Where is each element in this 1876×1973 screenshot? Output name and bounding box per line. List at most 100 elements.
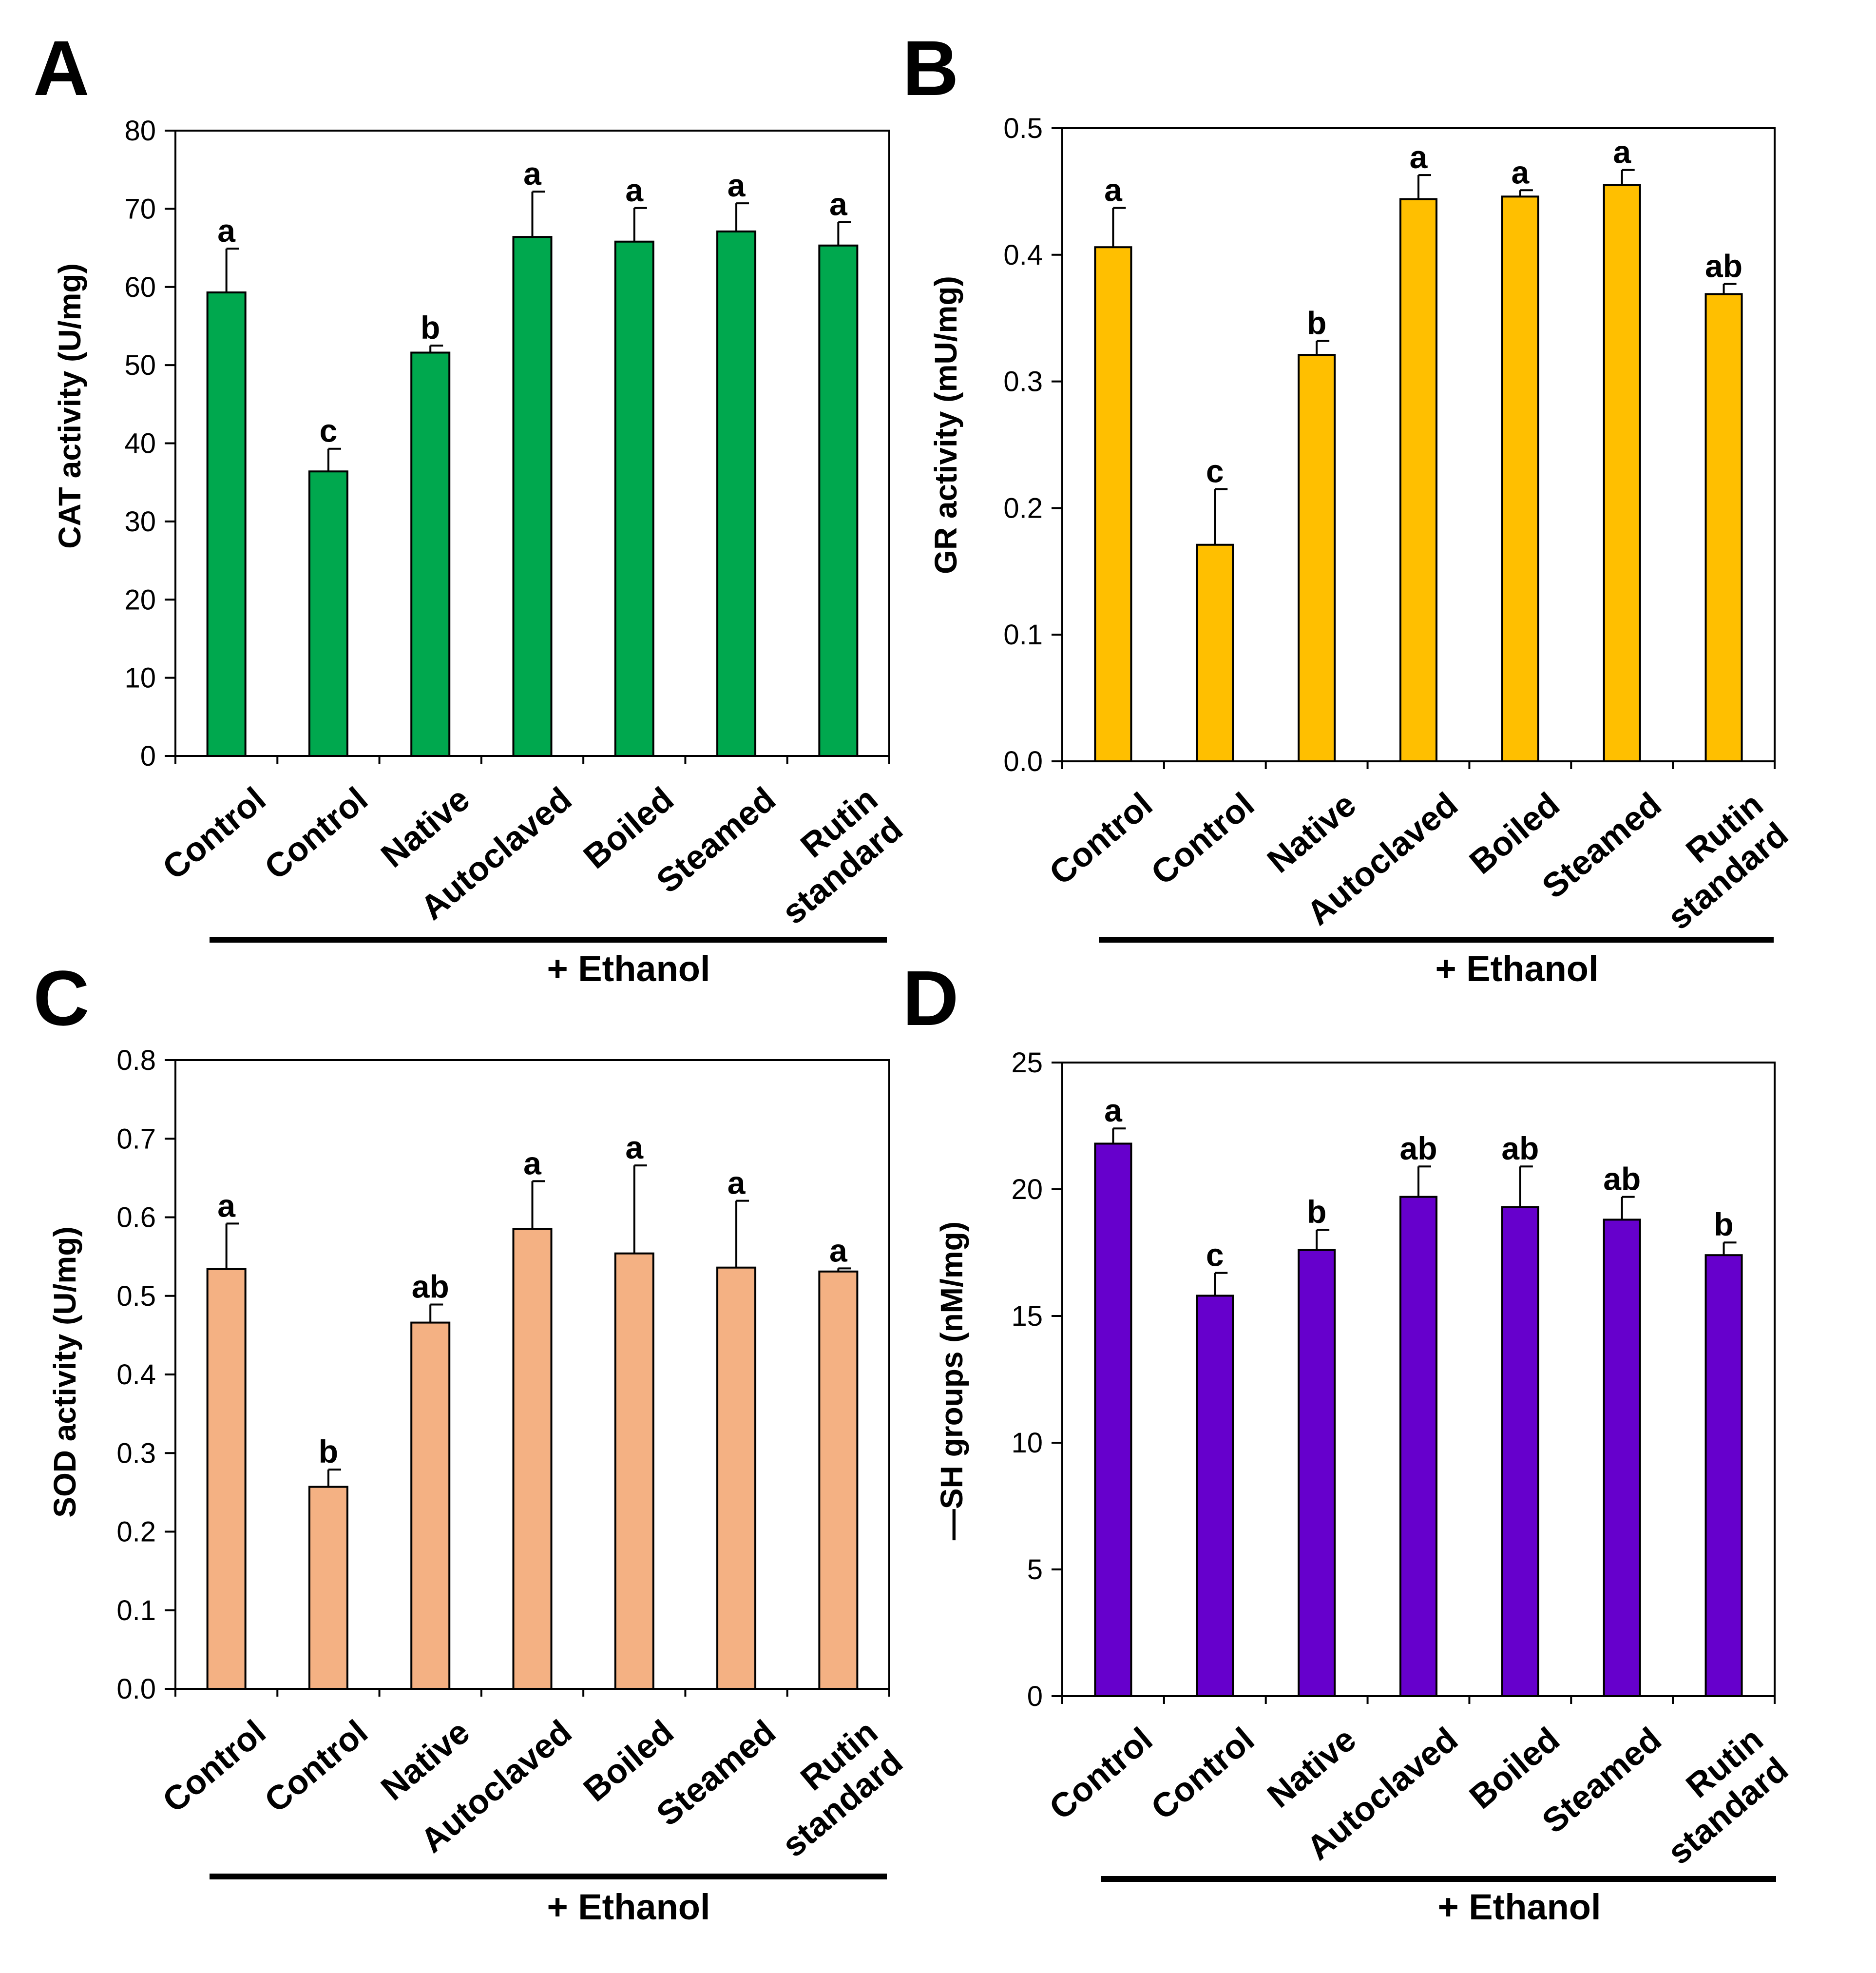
category-label: Control: [257, 780, 375, 887]
group-label: + Ethanol: [547, 948, 710, 989]
y-ticks: 0.0 0.1 0.2 0.3 0.4 0.5: [1003, 113, 1062, 777]
significance-label: ab: [412, 1268, 449, 1304]
y-tick-label: 0.0: [1003, 746, 1043, 777]
bar: [1298, 1249, 1336, 1698]
bar: [308, 1486, 348, 1690]
category-label: Control: [155, 780, 273, 887]
category-label: Control: [1144, 785, 1262, 892]
significance-label: b: [421, 309, 440, 346]
bars: a c b a a a a: [206, 155, 859, 757]
significance-label: a: [217, 213, 236, 249]
y-tick-label: 25: [1011, 1047, 1043, 1079]
y-tick-label: 0.4: [116, 1359, 156, 1391]
significance-label: a: [727, 1165, 746, 1201]
category-label: Control: [1144, 1720, 1262, 1827]
category-label-line: Control: [1042, 785, 1160, 892]
y-ticks: 0.0 0.1 0.2 0.3 0.4 0.5 0.6 0.7 0.8: [116, 1045, 175, 1705]
bar: [1603, 1219, 1641, 1697]
bar: [410, 1321, 451, 1690]
significance-label: a: [1104, 1092, 1123, 1128]
significance-label: c: [1206, 453, 1224, 489]
y-tick-label: 80: [124, 115, 156, 147]
significance-label: a: [1613, 134, 1631, 170]
category-label-line: Control: [1144, 785, 1262, 892]
y-tick-label: 0.5: [116, 1280, 156, 1312]
y-tick-label: 70: [124, 193, 156, 225]
bar: [1603, 184, 1641, 762]
category-label: Control: [257, 1713, 375, 1820]
bar: [1298, 354, 1336, 762]
bar: [512, 1228, 553, 1690]
significance-label: a: [829, 1232, 848, 1268]
y-tick-label: 20: [1011, 1174, 1043, 1205]
significance-label: a: [523, 1145, 542, 1181]
bar: [1501, 1206, 1539, 1697]
y-tick-label: 0.4: [1003, 239, 1043, 271]
bar: [1501, 195, 1539, 762]
category-label-line: Control: [155, 780, 273, 887]
panel-b: B 0.0 0.1 0.2 0.3 0.4 0.5 a c b a a a ab ControlCon…: [902, 24, 1795, 989]
bar: [1704, 293, 1743, 762]
significance-label: a: [1104, 172, 1123, 208]
bar: [410, 351, 451, 757]
x-ticks: [1061, 1696, 1776, 1704]
significance-label: a: [829, 186, 848, 222]
y-tick-label: 0.8: [116, 1045, 156, 1076]
significance-label: a: [1410, 139, 1428, 175]
significance-label: a: [625, 172, 644, 208]
y-tick-label: 50: [124, 349, 156, 381]
y-axis-title: —SH groups (nM/mg): [934, 1221, 969, 1540]
y-tick-label: 60: [124, 271, 156, 303]
significance-label: ab: [1501, 1130, 1539, 1166]
y-tick-label: 0.7: [116, 1123, 156, 1155]
significance-label: a: [1511, 154, 1530, 190]
category-label-line: Control: [155, 1713, 273, 1820]
y-axis-title: SOD activity (U/mg): [47, 1226, 82, 1517]
bar: [818, 244, 859, 757]
y-tick-label: 40: [124, 428, 156, 460]
bar: [1196, 1295, 1234, 1697]
panel-letter: C: [33, 954, 90, 1042]
y-tick-label: 15: [1011, 1300, 1043, 1332]
y-tick-label: 10: [1011, 1427, 1043, 1459]
y-axis-title: CAT activity (U/mg): [52, 263, 87, 549]
category-label: Control: [155, 1713, 273, 1820]
panel-letter: A: [33, 24, 90, 112]
y-tick-label: 0.1: [1003, 619, 1043, 651]
significance-label: ab: [1399, 1130, 1437, 1166]
significance-label: c: [320, 413, 338, 449]
bar: [614, 240, 654, 757]
y-tick-label: 0: [140, 740, 156, 772]
category-label: Control: [1042, 785, 1160, 892]
significance-label: ab: [1705, 248, 1742, 284]
category-labels: ControlControlNativeAutoclavedBoiledStea…: [1042, 1720, 1795, 1872]
group-label: + Ethanol: [1437, 1887, 1601, 1927]
category-labels: ControlControlNativeAutoclavedBoiledStea…: [155, 1713, 910, 1864]
panel-letter: D: [902, 954, 959, 1042]
bar: [512, 236, 553, 757]
bar: [818, 1270, 859, 1690]
y-tick-label: 0.6: [116, 1202, 156, 1234]
y-tick-label: 30: [124, 506, 156, 538]
category-label-line: Control: [1042, 1720, 1160, 1827]
x-ticks: [174, 1689, 890, 1697]
y-tick-label: 0.3: [1003, 366, 1043, 398]
significance-label: b: [1307, 305, 1326, 341]
y-tick-label: 0.1: [116, 1595, 156, 1626]
category-label: Control: [1042, 1720, 1160, 1827]
y-tick-label: 10: [124, 662, 156, 694]
significance-label: a: [217, 1187, 236, 1223]
significance-label: c: [1206, 1237, 1224, 1273]
y-tick-label: 20: [124, 584, 156, 616]
y-tick-label: 0.0: [116, 1673, 156, 1705]
y-tick-label: 0.5: [1003, 113, 1043, 144]
significance-label: b: [1714, 1206, 1733, 1242]
y-tick-label: 0.3: [116, 1437, 156, 1469]
bars: a c b a a a ab: [1094, 134, 1743, 762]
y-axis-title: GR activity (mU/mg): [928, 276, 963, 574]
group-label: + Ethanol: [1435, 948, 1598, 989]
panel-letter: B: [902, 24, 959, 112]
